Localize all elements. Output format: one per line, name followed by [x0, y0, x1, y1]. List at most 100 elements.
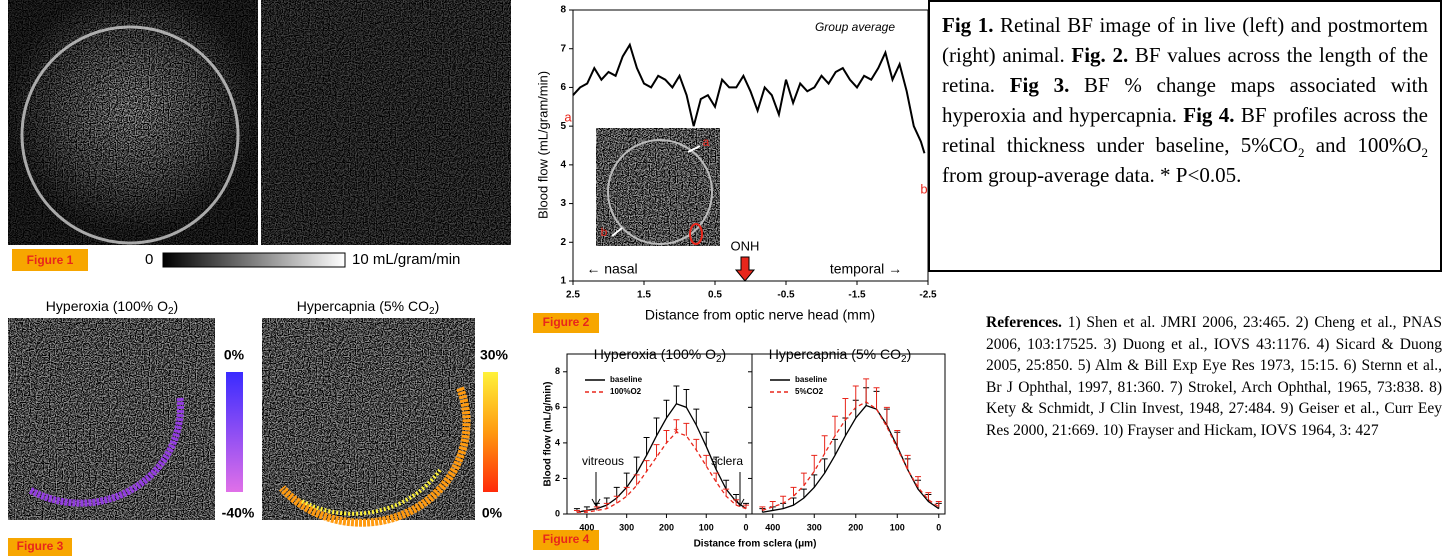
x-tick-label: 400: [765, 522, 780, 532]
y-tick-label: 5: [560, 121, 566, 132]
y-tick-label: 1: [560, 276, 566, 287]
error-bar: [811, 454, 818, 472]
y-tick-label: 8: [560, 5, 566, 16]
error-bar: [653, 417, 660, 436]
annotation: b: [601, 225, 608, 239]
error-bar: [613, 495, 620, 504]
error-bar: [723, 488, 730, 497]
error-bar: [713, 456, 720, 470]
error-bar: [935, 501, 942, 507]
colorbar: [162, 252, 346, 268]
pointer-arrow: [591, 472, 601, 508]
figure-label: Figure 1: [27, 253, 74, 267]
error-bar: [769, 501, 776, 507]
error-bar: [842, 397, 849, 420]
x-tick-label: 200: [848, 522, 863, 532]
error-bar: [693, 408, 700, 426]
error-bar: [790, 486, 797, 497]
scale-top: 0%: [224, 347, 245, 363]
error-bar: [693, 438, 700, 450]
legend-label: baseline: [610, 375, 643, 384]
annotation: sclera: [711, 454, 743, 468]
pointer-arrow: [735, 472, 745, 508]
figure-label: Figure 4: [543, 532, 590, 546]
charts: 1 2 3 4 5 6 7 8 2.5 1.5 0.5 -0.5 -1.5 -2.5 Group avera…: [535, 5, 946, 550]
error-bar: [925, 492, 932, 500]
y-tick-label: 4: [555, 437, 560, 447]
x-tick-label: 0: [936, 522, 941, 532]
y-tick-label: 6: [555, 402, 560, 412]
y-tick-label: 4: [560, 159, 566, 170]
fig1-live-image: [8, 0, 258, 245]
error-bar: [821, 458, 828, 474]
error-bar: [653, 444, 660, 458]
panel-title: Hypercapnia (5% CO2): [297, 298, 440, 317]
error-bar: [800, 472, 807, 486]
y-tick-label: 8: [555, 366, 560, 376]
caption-bold: Fig 4.: [1183, 103, 1235, 127]
title-subscript: 2: [901, 354, 907, 365]
references: References. 1) Shen et al. JMRI 2006, 23…: [986, 312, 1442, 441]
error-bar: [863, 378, 870, 402]
series-line: [762, 401, 940, 512]
fig1-postmortem-image: [261, 0, 511, 245]
annotation: b: [920, 181, 927, 196]
y-tick-label: 0: [555, 508, 560, 518]
legend-label: 5%CO2: [795, 387, 824, 396]
error-bar: [583, 509, 590, 513]
scale-min: 0: [145, 251, 153, 268]
panel-title: Hyperoxia (100% O2): [46, 298, 178, 317]
x-tick-label: 2.5: [566, 290, 580, 301]
title-part: Group average: [815, 20, 895, 34]
plot-frame: [751, 353, 946, 515]
error-bar: [883, 406, 890, 427]
title-subscript: 2: [716, 354, 722, 365]
title-subscript: 2: [168, 306, 174, 317]
y-axis-label: Blood flow (mL/gram/min): [535, 71, 550, 219]
error-bar: [663, 399, 670, 418]
error-bar: [852, 385, 859, 408]
title-part: ): [907, 346, 912, 362]
title-part: ): [174, 298, 179, 314]
onh-arrow: [734, 256, 756, 282]
y-axis-label: Blood flow (mL/g/min): [543, 382, 554, 487]
y-tick-label: 3: [560, 198, 566, 209]
title-part: Hypercapnia (5% CO: [769, 346, 901, 362]
fig2-inset-image: [596, 128, 720, 246]
scale-bottom: 0%: [482, 505, 503, 521]
error-bar: [821, 435, 828, 454]
x-axis-label: Distance from optic nerve head (mm): [645, 307, 875, 323]
x-tick-label: 400: [579, 522, 594, 532]
error-bar: [915, 476, 922, 488]
error-bar: [743, 504, 750, 509]
x-tick-label: -1.5: [848, 290, 866, 301]
error-bar: [703, 454, 710, 466]
error-bar: [894, 429, 901, 449]
references-heading: References.: [986, 314, 1062, 331]
title-part: Hypercapnia (5% CO: [297, 298, 429, 314]
error-bar: [759, 506, 766, 511]
figure-label-box: [8, 538, 72, 556]
error-bar: [683, 422, 690, 436]
x-tick-label: 100: [699, 522, 714, 532]
y-tick-label: 6: [560, 82, 566, 93]
legend-label: baseline: [795, 375, 828, 384]
error-bar: [643, 460, 650, 472]
title-part: ): [722, 346, 727, 362]
references-text: 1) Shen et al. JMRI 2006, 23:465. 2) Che…: [986, 314, 1442, 439]
x-tick-label: 300: [807, 522, 822, 532]
caption-text: from group-average data. * P<0.05.: [942, 163, 1242, 187]
annotation: a: [564, 109, 572, 124]
error-bar: [800, 488, 807, 498]
caption-text: BF % change maps associated with hyperox…: [942, 73, 1428, 127]
x-tick-label: -2.5: [919, 290, 937, 301]
error-bar: [623, 472, 630, 488]
caption-subscript: 2: [1297, 145, 1305, 161]
error-bar: [593, 506, 600, 511]
scale-max: 10 mL/gram/min: [352, 251, 460, 268]
error-bar: [832, 438, 839, 456]
scale-bottom: -40%: [222, 505, 255, 521]
error-bar: [683, 389, 690, 408]
figure-label: Figure 3: [17, 539, 64, 553]
